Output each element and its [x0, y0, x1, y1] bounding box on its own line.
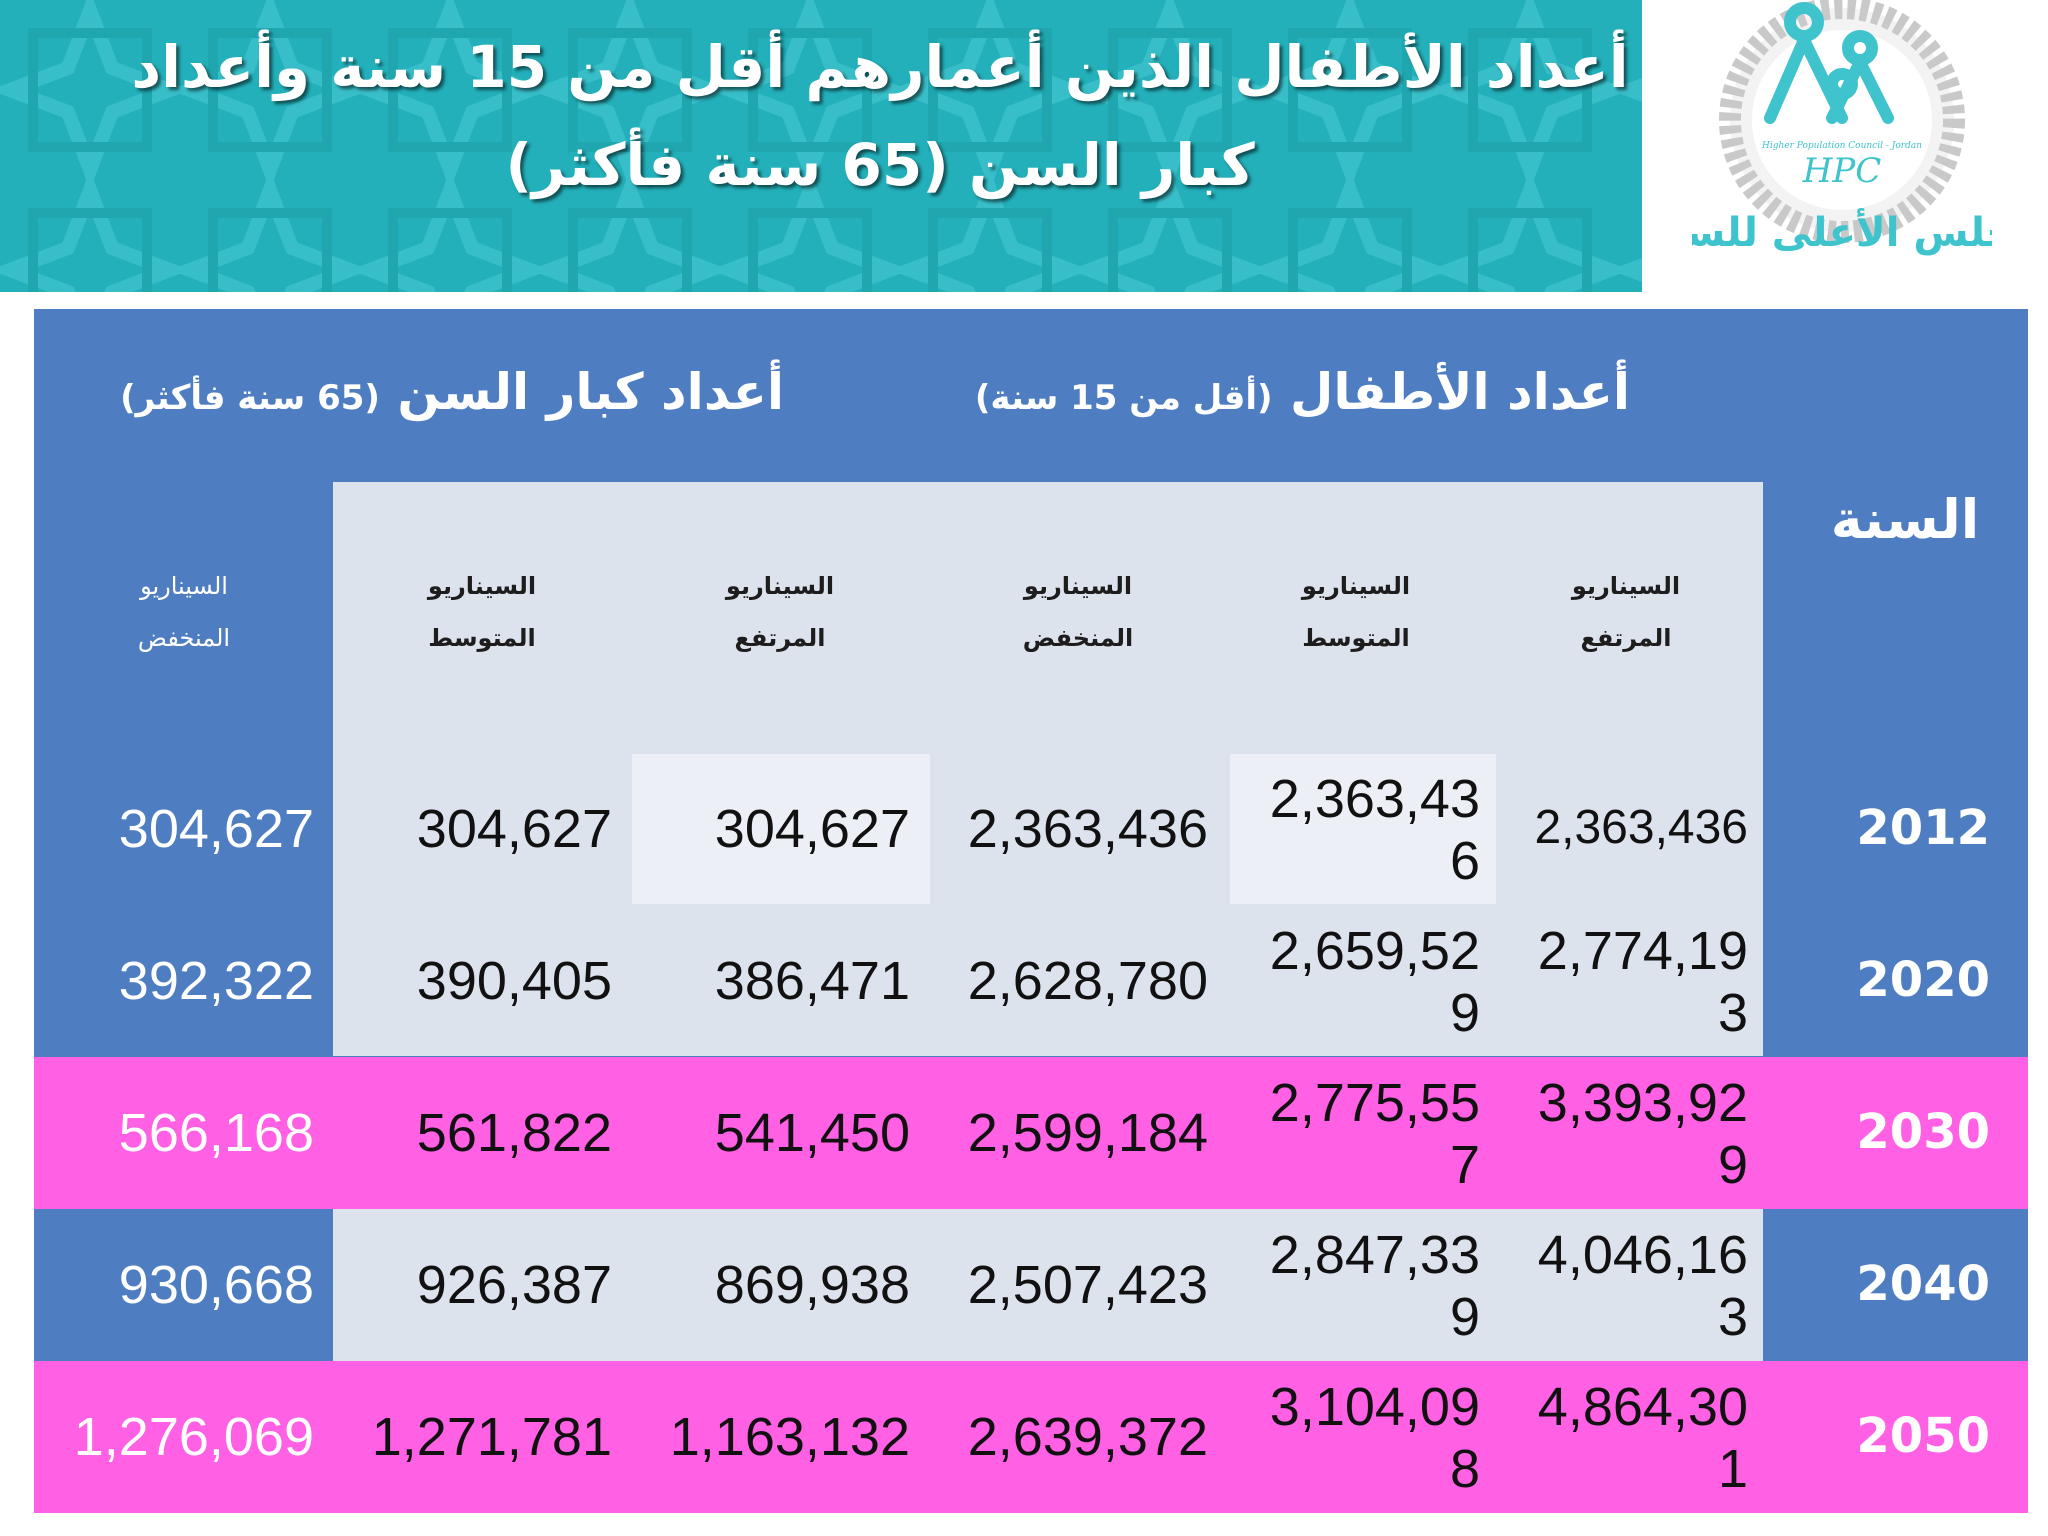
col-header-children-high: السيناريو المرتفع — [1516, 560, 1736, 664]
cell-elderly-high-2040: 869,938 — [714, 1255, 910, 1315]
row-grey-2040 — [333, 1209, 1763, 1361]
cell-elderly-high-2030: 541,450 — [714, 1103, 910, 1163]
cell-elderly-low-2030: 566,168 — [118, 1103, 314, 1163]
scenario-word: السيناريو — [1301, 572, 1411, 600]
scenario-name: المنخفض — [1022, 624, 1134, 652]
year-cell-2030: 2030 — [1856, 1104, 1990, 1160]
scenario-name: المتوسط — [428, 624, 536, 652]
cell-elderly-low-2012: 304,627 — [118, 799, 314, 859]
year-cell-2012: 2012 — [1856, 800, 1990, 856]
cell-children-medium-2020: 2,659,529 — [1269, 921, 1480, 1043]
cell-children-high-2050: 4,864,301 — [1537, 1377, 1748, 1499]
cell-elderly-medium-2020: 390,405 — [416, 951, 612, 1011]
col-header-children-medium: السيناريو المتوسط — [1246, 560, 1466, 664]
row-highlight-2030 — [34, 1057, 2028, 1209]
cell-children-high-2020: 2,774,193 — [1537, 921, 1748, 1043]
cell-elderly-high-2012: 304,627 — [714, 799, 910, 859]
cell-children-medium-2030: 2,775,557 — [1269, 1073, 1480, 1195]
page-title-line2: كبار السن (65 سنة فأكثر) — [505, 131, 1255, 199]
cell-children-high-2012: 2,363,436 — [1534, 801, 1748, 854]
cell-elderly-medium-2050: 1,271,781 — [371, 1407, 612, 1467]
page-title: أعداد الأطفال الذين أعمارهم أقل من 15 سن… — [0, 18, 1642, 214]
highlight-cell-elderly-high-2012 — [632, 754, 930, 904]
row-highlight-2050 — [34, 1361, 2028, 1513]
cell-children-low-2012: 2,363,436 — [967, 799, 1208, 859]
cell-elderly-medium-2012: 304,627 — [416, 799, 612, 859]
group-title-elderly-sub: (65 سنة فأكثر) — [120, 378, 380, 418]
scenario-word: السيناريو — [725, 572, 835, 600]
cell-elderly-medium-2040: 926,387 — [416, 1255, 612, 1315]
group-title-elderly: أعداد كبار السن (65 سنة فأكثر) — [120, 357, 784, 433]
cell-elderly-low-2020: 392,322 — [118, 951, 314, 1011]
scenario-name: المرتفع — [1580, 624, 1672, 652]
col-header-children-low: السيناريو المنخفض — [968, 560, 1188, 664]
scenario-word: السيناريو — [1571, 572, 1681, 600]
cell-children-low-2030: 2,599,184 — [967, 1103, 1208, 1163]
logo-caption: Higher Population Council - Jordan — [1761, 141, 1922, 151]
highlight-cell-children-medium-2012 — [1230, 754, 1496, 904]
scenario-word: السيناريو — [140, 572, 228, 600]
cell-elderly-low-2040: 930,668 — [118, 1255, 314, 1315]
group-title-children-main: أعداد الأطفال — [1290, 363, 1630, 421]
header-banner: أعداد الأطفال الذين أعمارهم أقل من 15 سن… — [0, 0, 1642, 292]
hpc-logo: Higher Population Council - Jordan HPC ا… — [1692, 0, 1992, 256]
group-title-elderly-main: أعداد كبار السن — [397, 363, 784, 421]
geometric-pattern-background — [0, 0, 1642, 292]
cell-children-medium-2050: 3,104,098 — [1269, 1377, 1480, 1499]
year-cell-2040: 2040 — [1856, 1256, 1990, 1312]
scenario-name: المرتفع — [734, 624, 826, 652]
cell-children-high-2040: 4,046,163 — [1537, 1225, 1748, 1347]
scenario-name: المنخفض — [137, 624, 231, 652]
cell-children-high-2030: 3,393,929 — [1537, 1073, 1748, 1195]
cell-children-medium-2040: 2,847,339 — [1269, 1225, 1480, 1347]
year-cell-2050: 2050 — [1856, 1408, 1990, 1464]
scenario-name: المتوسط — [1302, 624, 1410, 652]
col-header-elderly-low: السيناريو المنخفض — [74, 560, 294, 664]
logo-initials: HPC — [1802, 151, 1882, 191]
col-header-elderly-high: السيناريو المرتفع — [670, 560, 890, 664]
cell-children-low-2040: 2,507,423 — [967, 1255, 1208, 1315]
table-data-area — [333, 482, 1763, 1056]
cell-elderly-low-2050: 1,276,069 — [73, 1407, 314, 1467]
cell-elderly-medium-2030: 561,822 — [416, 1103, 612, 1163]
group-title-children-sub: (أقل من 15 سنة) — [974, 378, 1273, 418]
cell-elderly-high-2020: 386,471 — [714, 951, 910, 1011]
cell-elderly-high-2050: 1,163,132 — [669, 1407, 910, 1467]
group-title-children: أعداد الأطفال (أقل من 15 سنة) — [975, 357, 1630, 433]
cell-children-medium-2012: 2,363,436 — [1269, 769, 1480, 891]
page-title-line1: أعداد الأطفال الذين أعمارهم أقل من 15 سن… — [131, 33, 1629, 101]
scenario-word: السيناريو — [1023, 572, 1133, 600]
logo-arabic-name: المجلس الأعلى للسكان — [1692, 207, 1992, 256]
cell-children-low-2020: 2,628,780 — [967, 951, 1208, 1011]
scenario-word: السيناريو — [427, 572, 537, 600]
year-column-header: السنة — [1830, 488, 1980, 551]
year-cell-2020: 2020 — [1856, 952, 1990, 1008]
cell-children-low-2050: 2,639,372 — [967, 1407, 1208, 1467]
col-header-elderly-medium: السيناريو المتوسط — [372, 560, 592, 664]
